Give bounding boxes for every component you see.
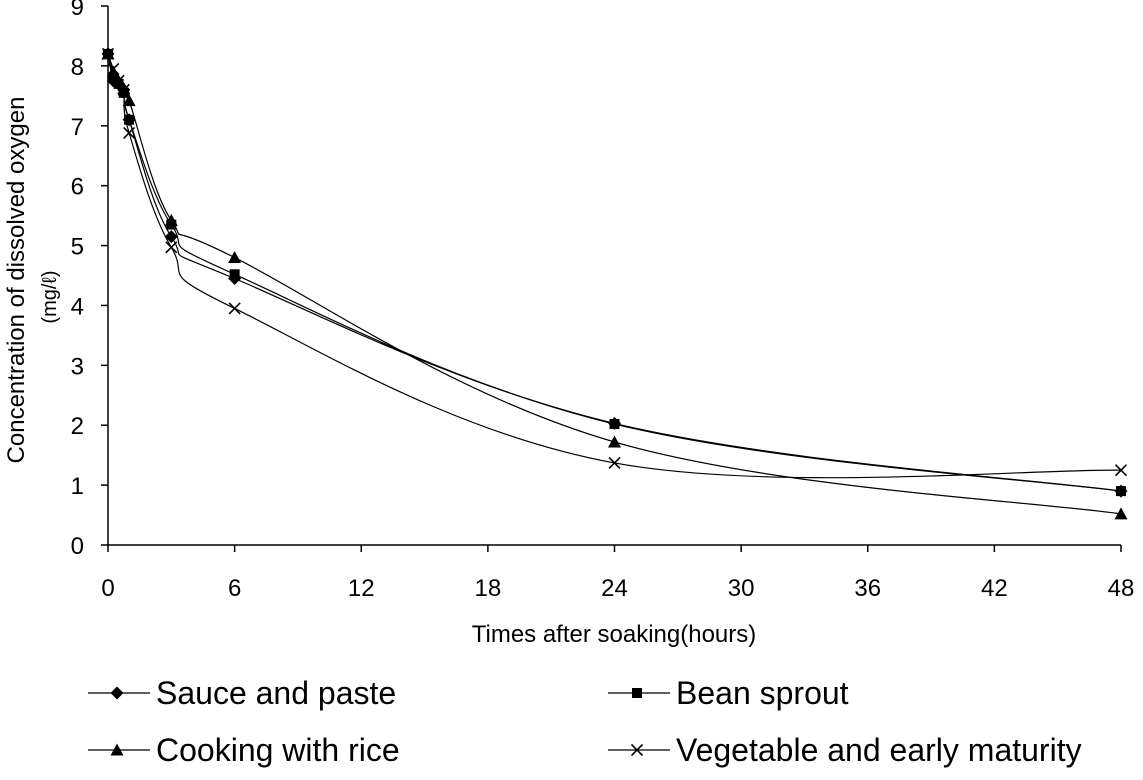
- x-tick-label: 48: [1108, 575, 1135, 602]
- data-point-vegetable-and-early-maturity: [107, 62, 120, 75]
- x-tick-label: 24: [601, 575, 628, 602]
- legend-item-sauce-and-paste: Sauce and paste: [88, 675, 396, 711]
- x-marker-stroke: [123, 126, 136, 140]
- x-tick-label: 0: [101, 575, 114, 602]
- legend-item-bean-sprout: Bean sprout: [608, 675, 849, 711]
- x-marker-stroke: [117, 83, 130, 96]
- data-point-cooking-with-rice: [608, 435, 621, 448]
- x-marker-stroke: [1114, 464, 1128, 477]
- y-tick-label: 3: [71, 353, 84, 380]
- data-point-vegetable-and-early-maturity: [608, 456, 621, 470]
- y-tick-label: 5: [71, 234, 84, 261]
- x-marker-stroke: [630, 743, 644, 757]
- legend-label: Bean sprout: [676, 675, 849, 711]
- data-point-bean-sprout: [609, 419, 620, 430]
- x-tick-label: 6: [228, 575, 241, 602]
- legend: Sauce and paste Bean sprout Cooking with r…: [88, 675, 1082, 768]
- y-tick-label: 0: [71, 533, 84, 560]
- legend-label: Cooking with rice: [156, 732, 400, 768]
- legend-marker: [632, 688, 642, 698]
- x-tick-label: 36: [854, 575, 881, 602]
- legend-marker: [630, 743, 644, 757]
- x-marker-stroke: [165, 241, 178, 254]
- data-point-cooking-with-rice: [1114, 507, 1128, 520]
- data-point-vegetable-and-early-maturity: [112, 74, 125, 87]
- legend-marker: [110, 686, 124, 700]
- x-marker-stroke: [608, 456, 621, 470]
- series-bean-sprout: [103, 48, 1126, 497]
- data-point-vegetable-and-early-maturity: [165, 241, 178, 254]
- y-tick-label: 2: [71, 413, 84, 440]
- y-tick-label: 6: [71, 174, 84, 201]
- y-tick-label: 7: [71, 114, 84, 141]
- data-point-cooking-with-rice: [106, 65, 120, 78]
- data-point-bean-sprout: [108, 72, 119, 83]
- data-point-cooking-with-rice: [164, 213, 178, 226]
- series-sauce-and-paste: [101, 47, 1128, 498]
- legend-item-cooking-with-rice: Cooking with rice: [88, 732, 400, 768]
- data-point-cooking-with-rice: [228, 251, 242, 264]
- y-tick-label: 9: [71, 0, 84, 21]
- x-axis-title: Times after soaking(hours): [472, 621, 757, 648]
- y-axis-unit: (mg/ℓ): [39, 270, 61, 323]
- x-tick-label: 18: [475, 575, 502, 602]
- series-line-vegetable-and-early-maturity: [107, 53, 1122, 479]
- legend-item-vegetable-and-early-maturity: Vegetable and early maturity: [608, 732, 1082, 768]
- x-marker-stroke: [228, 302, 241, 315]
- y-axis-title: Concentration of dissolved oxygen: [3, 97, 30, 464]
- y-tick-label: 8: [71, 54, 84, 81]
- data-point-vegetable-and-early-maturity: [1114, 464, 1128, 477]
- x-marker-stroke: [107, 62, 120, 75]
- series-vegetable-and-early-maturity: [101, 47, 1128, 479]
- data-point-bean-sprout: [1116, 486, 1126, 497]
- x-marker-stroke: [101, 47, 115, 60]
- data-point-cooking-with-rice: [122, 94, 136, 107]
- x-tick-label: 30: [728, 575, 755, 602]
- legend-marker: [110, 743, 124, 756]
- data-point-vegetable-and-early-maturity: [101, 47, 115, 60]
- x-marker-stroke: [112, 74, 125, 87]
- data-point-vegetable-and-early-maturity: [117, 83, 130, 96]
- y-tick-label: 4: [71, 293, 84, 320]
- legend-label: Vegetable and early maturity: [676, 732, 1082, 768]
- data-point-sauce-and-paste: [164, 230, 178, 244]
- y-tick-label: 1: [71, 473, 84, 500]
- x-tick-label: 12: [348, 575, 375, 602]
- series-layer: [101, 47, 1128, 520]
- legend-label: Sauce and paste: [156, 675, 396, 711]
- data-point-bean-sprout: [124, 114, 135, 125]
- x-tick-label: 42: [981, 575, 1008, 602]
- data-point-vegetable-and-early-maturity: [228, 302, 241, 315]
- data-point-vegetable-and-early-maturity: [123, 126, 136, 140]
- data-point-bean-sprout: [229, 269, 240, 280]
